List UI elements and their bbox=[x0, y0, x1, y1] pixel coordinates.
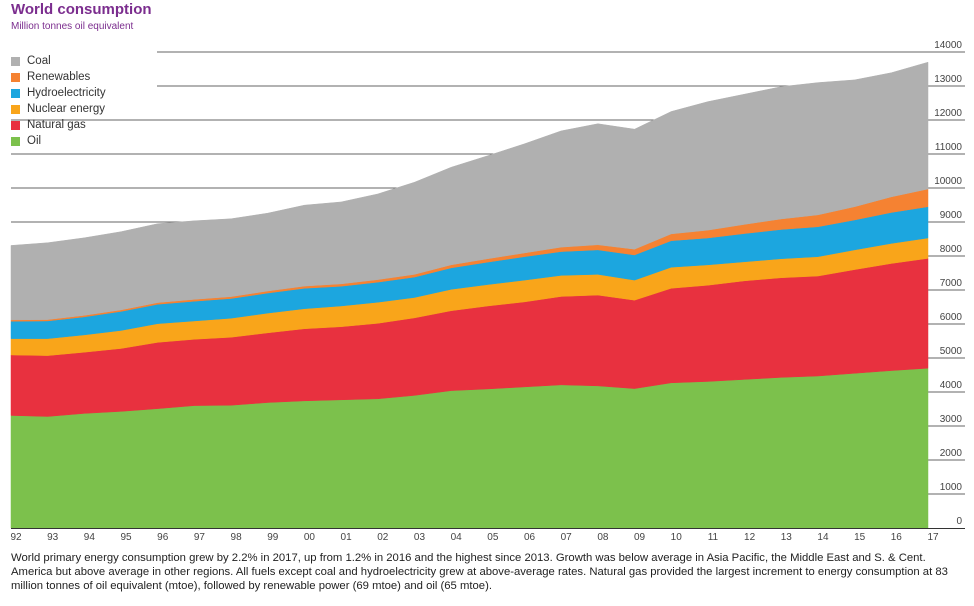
y-tick-label: 2000 bbox=[940, 448, 963, 459]
x-tick-label: 16 bbox=[891, 532, 903, 543]
x-tick-label: 13 bbox=[781, 532, 793, 543]
x-tick-label: 03 bbox=[414, 532, 426, 543]
legend-item-coal: Coal bbox=[11, 53, 106, 69]
legend-item-renewables: Renewables bbox=[11, 69, 106, 85]
legend-label-coal: Coal bbox=[27, 55, 51, 67]
x-tick-label: 07 bbox=[561, 532, 573, 543]
legend-item-nuclear: Nuclear energy bbox=[11, 101, 106, 117]
x-tick-label: 08 bbox=[597, 532, 609, 543]
y-tick-label: 0 bbox=[956, 516, 962, 527]
y-tick-label: 4000 bbox=[940, 380, 963, 391]
legend-label-hydroelectricity: Hydroelectricity bbox=[27, 87, 106, 99]
y-tick-label: 9000 bbox=[940, 210, 963, 221]
y-tick-label: 6000 bbox=[940, 312, 963, 323]
chart-subtitle: Million tonnes oil equivalent bbox=[11, 21, 134, 32]
chart-caption: World primary energy consumption grew by… bbox=[11, 552, 948, 592]
x-tick-label: 93 bbox=[47, 532, 59, 543]
legend-swatch-nuclear bbox=[11, 104, 20, 114]
y-tick-label: 12000 bbox=[934, 108, 962, 119]
x-tick-label: 98 bbox=[231, 532, 243, 543]
x-tick-label: 00 bbox=[304, 532, 316, 543]
x-tick-label: 92 bbox=[10, 532, 22, 543]
legend-swatch-oil bbox=[11, 136, 20, 146]
x-tick-label: 09 bbox=[634, 532, 646, 543]
y-tick-label: 13000 bbox=[934, 74, 962, 85]
legend-item-oil: Oil bbox=[11, 133, 106, 149]
legend-label-renewables: Renewables bbox=[27, 71, 91, 83]
x-tick-label: 17 bbox=[927, 532, 939, 543]
y-tick-label: 3000 bbox=[940, 414, 963, 425]
y-tick-label: 8000 bbox=[940, 244, 963, 255]
x-tick-label: 02 bbox=[377, 532, 389, 543]
legend-swatch-coal bbox=[11, 56, 20, 66]
y-tick-label: 1000 bbox=[940, 482, 963, 493]
y-tick-label: 14000 bbox=[934, 40, 962, 51]
legend-label-natural-gas: Natural gas bbox=[27, 119, 86, 131]
x-tick-label: 96 bbox=[157, 532, 169, 543]
x-tick-label: 99 bbox=[267, 532, 279, 543]
legend-swatch-hydroelectricity bbox=[11, 88, 20, 98]
legend-label-nuclear: Nuclear energy bbox=[27, 103, 105, 115]
x-tick-label: 04 bbox=[451, 532, 463, 543]
x-tick-label: 95 bbox=[120, 532, 132, 543]
chart-title: World consumption bbox=[11, 1, 152, 18]
y-tick-label: 7000 bbox=[940, 278, 963, 289]
x-tick-label: 15 bbox=[854, 532, 866, 543]
x-tick-label: 05 bbox=[487, 532, 499, 543]
x-tick-label: 01 bbox=[341, 532, 353, 543]
area-coal bbox=[10, 61, 929, 321]
legend-item-natural-gas: Natural gas bbox=[11, 117, 106, 133]
legend-swatch-natural-gas bbox=[11, 120, 20, 130]
legend-item-hydroelectricity: Hydroelectricity bbox=[11, 85, 106, 101]
y-tick-label: 10000 bbox=[934, 176, 962, 187]
x-tick-label: 14 bbox=[817, 532, 829, 543]
x-tick-label: 97 bbox=[194, 532, 206, 543]
x-tick-label: 11 bbox=[708, 532, 719, 543]
y-tick-label: 5000 bbox=[940, 346, 963, 357]
x-tick-label: 06 bbox=[524, 532, 536, 543]
x-tick-label: 10 bbox=[671, 532, 683, 543]
y-tick-label: 11000 bbox=[935, 142, 963, 153]
legend: Coal Renewables Hydroelectricity Nuclear… bbox=[11, 53, 106, 149]
legend-label-oil: Oil bbox=[27, 135, 42, 147]
legend-swatch-renewables bbox=[11, 72, 20, 82]
x-tick-label: 94 bbox=[84, 532, 96, 543]
x-tick-label: 12 bbox=[744, 532, 756, 543]
